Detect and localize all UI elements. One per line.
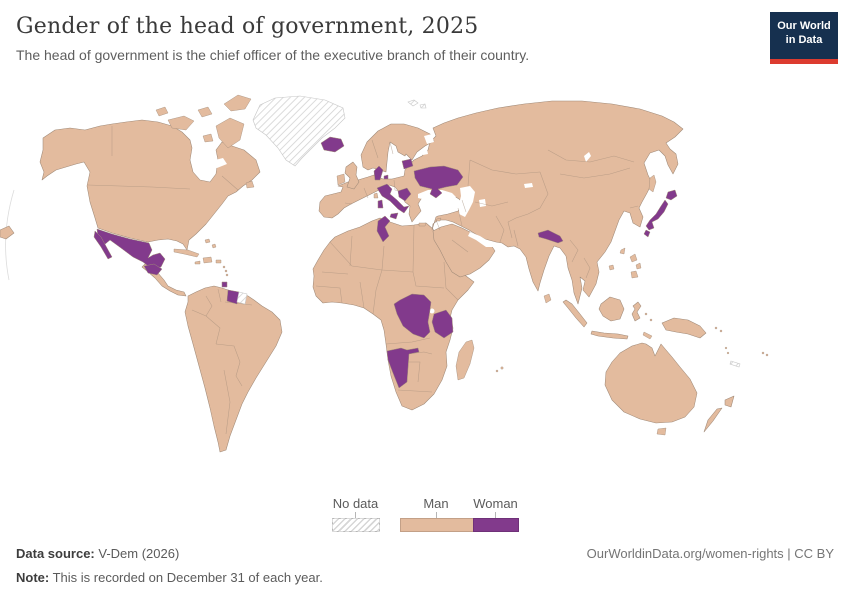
legend-tick bbox=[355, 512, 356, 518]
left-edge-fragment bbox=[0, 225, 15, 240]
legend-swatch-woman[interactable] bbox=[472, 518, 519, 532]
landmass-southeast-asia-islands[interactable] bbox=[562, 247, 769, 357]
legend-tick bbox=[435, 512, 437, 518]
note-label: Note: bbox=[16, 570, 50, 585]
landmass-oceania[interactable] bbox=[604, 342, 735, 436]
country-mexico-baja[interactable] bbox=[93, 230, 113, 260]
chart-note: Note: This is recorded on December 31 of… bbox=[16, 570, 834, 585]
country-tanzania[interactable] bbox=[431, 309, 454, 339]
chart-footer: Data source: V-Dem (2026) OurWorldinData… bbox=[16, 546, 834, 585]
region-french-guiana[interactable] bbox=[236, 291, 248, 305]
landmass-north-america[interactable] bbox=[39, 94, 261, 251]
legend-category-bar: Man Woman bbox=[399, 496, 519, 532]
legend-item-man: Man bbox=[399, 496, 473, 532]
country-japan[interactable] bbox=[643, 189, 678, 238]
legend-item-woman: Woman bbox=[472, 496, 519, 532]
page-title: Gender of the head of government, 2025 bbox=[16, 14, 479, 39]
data-source-label: Data source: bbox=[16, 546, 95, 561]
legend-label-no-data: No data bbox=[332, 496, 379, 511]
region-greenland[interactable] bbox=[252, 95, 346, 167]
country-borders bbox=[87, 126, 639, 435]
country-denmark[interactable] bbox=[373, 165, 389, 181]
country-bosnia-and-herzegovina[interactable] bbox=[397, 187, 412, 202]
country-italy[interactable] bbox=[376, 183, 410, 220]
country-iceland[interactable] bbox=[320, 136, 345, 153]
country-lithuania[interactable] bbox=[401, 158, 414, 170]
owid-logo[interactable]: Our World in Data bbox=[770, 12, 838, 64]
seas-and-lakes bbox=[196, 134, 591, 314]
world-map[interactable] bbox=[0, 90, 850, 500]
legend-tick bbox=[495, 512, 496, 518]
chart-header: Gender of the head of government, 2025 T… bbox=[16, 14, 750, 63]
country-suriname[interactable] bbox=[226, 289, 240, 305]
region-svalbard[interactable] bbox=[407, 99, 427, 109]
owid-logo-line2: in Data bbox=[785, 34, 823, 47]
country-mexico[interactable] bbox=[96, 228, 166, 270]
note-value: This is recorded on December 31 of each … bbox=[49, 570, 323, 585]
landmass-british-isles bbox=[344, 161, 360, 190]
legend-swatch-man[interactable] bbox=[399, 518, 473, 532]
landmass-scandinavia bbox=[360, 123, 435, 173]
chart-subtitle: The head of government is the chief offi… bbox=[16, 47, 530, 63]
landmass-arabia bbox=[432, 223, 496, 278]
country-ukraine[interactable] bbox=[413, 165, 464, 199]
legend-swatch-no-data[interactable] bbox=[331, 518, 380, 532]
country-namibia[interactable] bbox=[386, 347, 420, 389]
legend-item-no-data: No data bbox=[331, 496, 380, 532]
landmass-eurasia[interactable] bbox=[0, 100, 684, 305]
country-nepal[interactable] bbox=[537, 229, 564, 244]
data-source: Data source: V-Dem (2026) bbox=[16, 546, 179, 561]
data-source-value: V-Dem (2026) bbox=[94, 546, 180, 561]
country-tunisia[interactable] bbox=[376, 215, 391, 243]
credit-link[interactable]: OurWorldinData.org/women-rights | CC BY bbox=[586, 546, 834, 561]
landmass-south-america[interactable] bbox=[184, 285, 283, 453]
no-data-regions bbox=[236, 95, 741, 368]
country-honduras[interactable] bbox=[143, 263, 163, 276]
country-trinidad-and-tobago[interactable] bbox=[221, 281, 228, 288]
owid-logo-line1: Our World bbox=[777, 20, 831, 32]
legend-label-woman: Woman bbox=[473, 496, 518, 511]
country-dr-congo[interactable] bbox=[393, 293, 432, 339]
map-legend: No data Man Woman bbox=[0, 496, 850, 532]
legend-label-man: Man bbox=[423, 496, 449, 511]
region-new-caledonia[interactable] bbox=[729, 360, 741, 368]
woman-countries bbox=[93, 136, 678, 389]
